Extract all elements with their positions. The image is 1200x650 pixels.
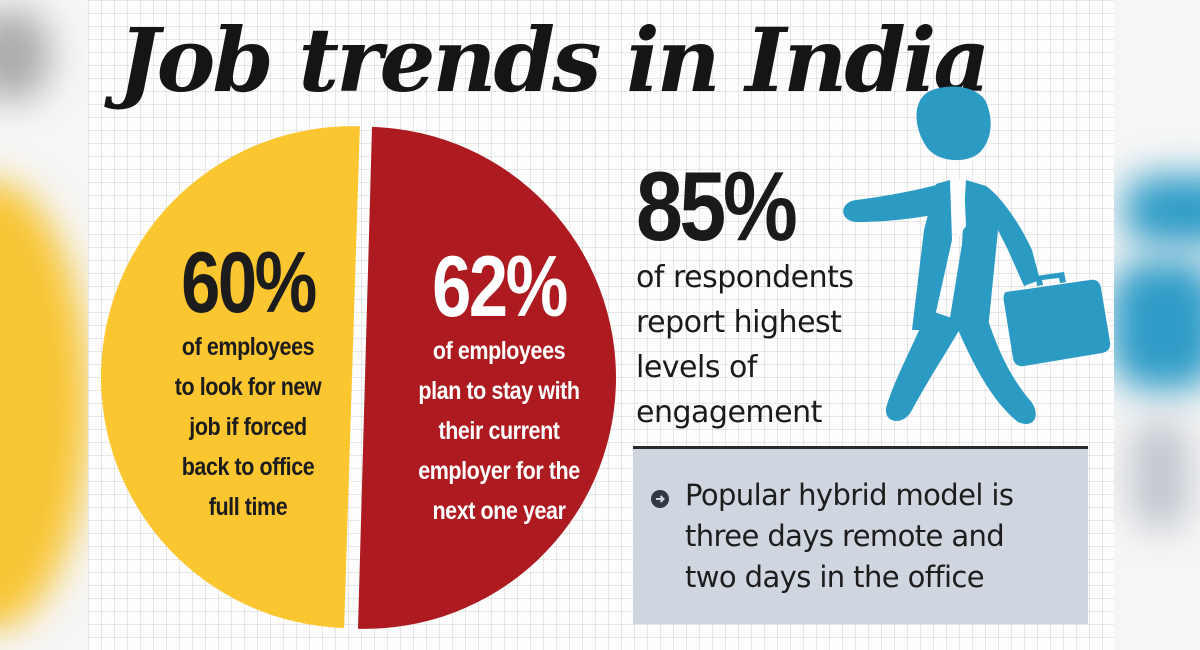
stat-caption-line: report highest <box>636 305 842 340</box>
callout-line: three days remote and <box>685 519 1005 553</box>
stat-caption-line: next one year <box>432 497 566 525</box>
stat-caption-line: job if forced <box>189 413 307 441</box>
pie-slice-red <box>357 126 616 629</box>
stat-caption-line: to look for new <box>174 373 322 401</box>
stat-value-85: 85% <box>636 151 798 261</box>
pie-label-60: 60% of employees to look for new job if … <box>118 240 378 526</box>
stat-value-62: 62% <box>432 239 568 335</box>
stat-caption-line: levels of <box>636 350 757 385</box>
infographic-panel: Job trends in India 60% of employees to … <box>88 0 1114 650</box>
stat-caption-line: engagement <box>636 395 822 430</box>
stat-caption-line: of employees <box>432 337 566 365</box>
stat-caption-line: back to office <box>181 453 315 481</box>
stat-caption-line: plan to stay with <box>418 377 580 405</box>
stat-caption-line: their current <box>438 417 560 445</box>
stat-caption-line: of employees <box>181 333 315 361</box>
pie-slice-yellow <box>101 126 360 629</box>
arrow-circle-icon <box>651 490 669 508</box>
callout-line: two days in the office <box>685 560 985 594</box>
stat-caption-line: full time <box>208 493 288 521</box>
stat-caption-line: employer for the <box>418 457 580 485</box>
callout-line: Popular hybrid model is <box>685 478 1014 512</box>
hybrid-model-callout: Popular hybrid model is three days remot… <box>633 446 1088 624</box>
callout-text: Popular hybrid model is three days remot… <box>685 475 1085 598</box>
split-pie-chart <box>101 126 616 629</box>
pie-label-62: 62% of employees plan to stay with their… <box>364 244 634 530</box>
stat-value-60: 60% <box>181 235 317 331</box>
stat-caption-line: of respondents <box>636 260 854 295</box>
infographic-title: Job trends in India <box>118 8 990 112</box>
businessman-walking-icon <box>843 86 1111 424</box>
engagement-stat: 85% of respondents report highest levels… <box>636 151 854 432</box>
